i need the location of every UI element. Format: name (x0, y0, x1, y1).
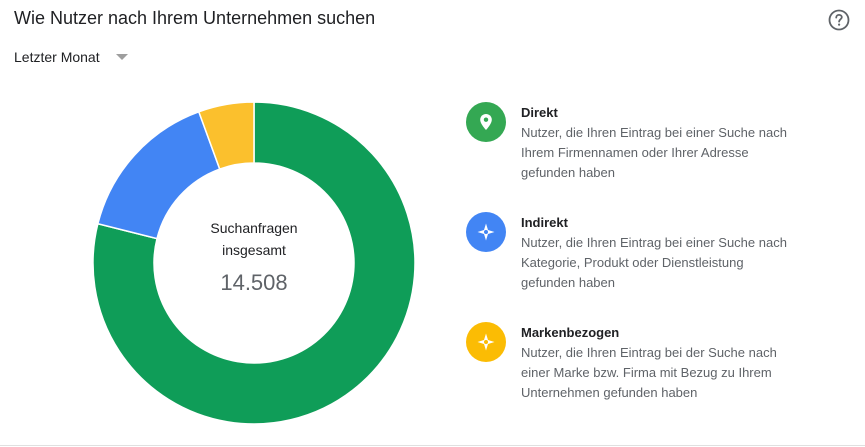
map-pin-icon (480, 114, 492, 130)
card-title: Wie Nutzer nach Ihrem Unternehmen suchen (14, 8, 376, 28)
donut-slice-markenbezogen[interactable] (197, 102, 255, 171)
legend-desc-line: Ihrem Firmennamen oder Ihrer Adresse (521, 145, 749, 160)
legend-desc-line: gefunden haben (521, 275, 615, 290)
compass-icon (477, 333, 495, 351)
legend: Direkt Nutzer, die Ihren Eintrag bei ein… (466, 102, 846, 432)
total-value: 14.508 (220, 270, 288, 295)
donut-chart-svg (93, 102, 415, 424)
legend-item-markenbezogen: Markenbezogen Nutzer, die Ihren Eintrag … (466, 322, 846, 432)
legend-name: Direkt (521, 105, 558, 120)
total-label: Suchanfragen insgesamt (154, 217, 354, 261)
legend-name: Indirekt (521, 215, 568, 230)
total-label-line2: insgesamt (222, 242, 286, 258)
legend-name: Markenbezogen (521, 325, 620, 340)
legend-desc-line: gefunden haben (521, 165, 615, 180)
period-dropdown-label: Letzter Monat (14, 49, 100, 65)
legend-desc-line: Nutzer, die Ihren Eintrag bei einer Such… (521, 235, 787, 250)
donut-slice-direkt[interactable] (93, 102, 415, 424)
legend-desc-line: Kategorie, Produkt oder Dienstleistung (521, 255, 744, 270)
legend-desc-line: Nutzer, die Ihren Eintrag bei einer Such… (521, 125, 787, 140)
compass-icon (477, 223, 495, 241)
donut-chart: Suchanfragen insgesamt 14.508 (93, 102, 415, 424)
total-label-line1: Suchanfragen (210, 220, 298, 236)
legend-item-direkt: Direkt Nutzer, die Ihren Eintrag bei ein… (466, 102, 846, 212)
legend-badge-direkt (466, 102, 506, 142)
caret-down-icon[interactable] (115, 54, 128, 60)
legend-badge-markenbezogen (466, 322, 506, 362)
legend-description: Nutzer, die Ihren Eintrag bei der Suche … (521, 343, 841, 403)
bottom-divider (0, 445, 865, 446)
legend-desc-line: Nutzer, die Ihren Eintrag bei der Suche … (521, 345, 777, 360)
legend-badge-indirekt (466, 212, 506, 252)
legend-item-indirekt: Indirekt Nutzer, die Ihren Eintrag bei e… (466, 212, 846, 322)
help-circle-icon[interactable] (828, 9, 850, 31)
legend-description: Nutzer, die Ihren Eintrag bei einer Such… (521, 123, 841, 183)
period-dropdown[interactable]: Letzter Monat (14, 49, 128, 65)
legend-description: Nutzer, die Ihren Eintrag bei einer Such… (521, 233, 841, 293)
legend-desc-line: einer Marke bzw. Firma mit Bezug zu Ihre… (521, 365, 772, 380)
legend-desc-line: Unternehmen gefunden haben (521, 385, 698, 400)
